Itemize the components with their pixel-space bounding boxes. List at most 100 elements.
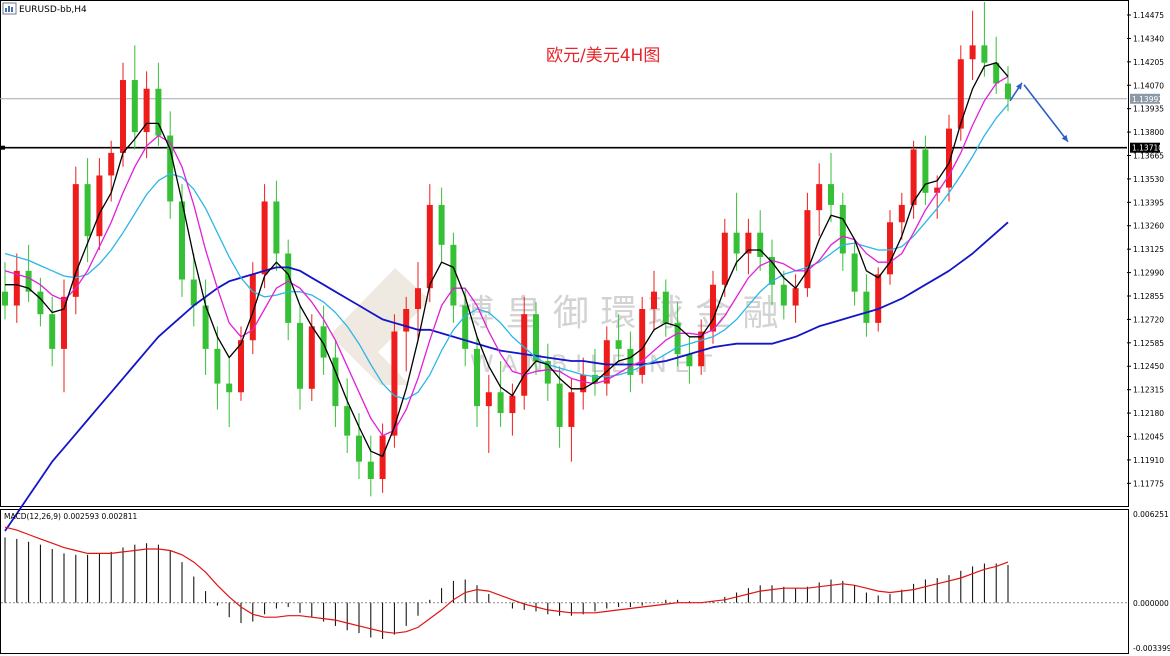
candle-body (910, 149, 917, 205)
support-price-tag (1130, 142, 1160, 153)
candle-body (2, 291, 8, 306)
candle-body (839, 204, 846, 254)
candle-body (698, 331, 705, 367)
y-tick-label: 1.13260 (1133, 222, 1164, 231)
candle-body (780, 284, 787, 306)
candle (568, 378, 575, 462)
candle-body (544, 361, 551, 384)
candle (332, 340, 339, 427)
candle-body (662, 291, 669, 323)
candle-body (509, 395, 516, 414)
candle-body (131, 80, 138, 133)
ma-line-blue (4, 221, 1009, 532)
candle (580, 357, 587, 410)
y-tick-label: 1.13125 (1133, 245, 1164, 254)
candle-body (568, 392, 575, 427)
candle (450, 232, 457, 323)
candle-body (969, 45, 976, 60)
candle-body (13, 270, 20, 306)
y-tick-label: 1.12855 (1133, 292, 1164, 301)
candle (592, 348, 598, 396)
y-tick-label: 1.12990 (1133, 269, 1164, 278)
candle-body (804, 210, 811, 289)
candle-body (391, 331, 398, 436)
candle (356, 413, 362, 479)
candle (839, 192, 846, 271)
candle (485, 374, 492, 453)
candle (497, 361, 504, 427)
candle-body (946, 128, 952, 188)
y-tick-label: 1.13530 (1133, 175, 1164, 184)
y-tick-label: 1.12585 (1133, 339, 1164, 348)
title-bar: EURUSD-bb,H4 (2, 2, 87, 15)
candle (202, 279, 209, 375)
candle (627, 331, 634, 393)
candle (745, 218, 752, 275)
candle (769, 239, 775, 306)
candle-body (155, 88, 162, 136)
candle (887, 210, 893, 285)
candle-body (190, 279, 197, 306)
macd-axis-zero: 0.000000 (1133, 599, 1169, 608)
candle-body (120, 80, 126, 153)
candle-body (202, 305, 209, 349)
candle-body (214, 348, 221, 384)
candle-body (816, 184, 823, 211)
y-tick-label: 1.13665 (1133, 152, 1164, 161)
candle (190, 253, 197, 327)
candle (828, 152, 834, 223)
candle-body (627, 348, 634, 375)
y-tick-label: 1.11910 (1133, 456, 1164, 465)
symbol-title: EURUSD-bb,H4 (19, 5, 87, 15)
candle-body (403, 309, 410, 332)
candle-body (285, 253, 292, 323)
candle-body (308, 326, 315, 389)
forecast-arrow-up-head (1015, 82, 1022, 90)
candle (403, 296, 410, 372)
support-line-handle[interactable] (1, 145, 5, 150)
candle (816, 163, 823, 237)
candle-body (61, 296, 67, 349)
candle-body (745, 232, 752, 254)
candle (969, 10, 976, 81)
candle (639, 296, 646, 384)
candle (344, 378, 351, 453)
candle-body (438, 204, 445, 245)
y-tick-label: 1.13800 (1133, 128, 1164, 137)
y-tick-label: 1.12720 (1133, 315, 1164, 324)
ma-line-magenta (4, 76, 1009, 437)
candle (603, 326, 610, 396)
candle (273, 180, 280, 271)
candle (556, 366, 563, 448)
candle-body (863, 291, 870, 323)
y-tick-label: 1.14205 (1133, 58, 1164, 67)
candle-body (828, 184, 834, 205)
candle (922, 135, 929, 205)
candle (155, 62, 162, 146)
candle (757, 210, 764, 271)
candle-body (792, 288, 799, 306)
candle-body (615, 340, 622, 349)
candle-body (96, 175, 103, 237)
candle-body (179, 201, 185, 280)
candle (2, 262, 8, 320)
y-tick-label: 1.12180 (1133, 409, 1164, 418)
candle (780, 270, 787, 320)
candle (131, 45, 138, 150)
y-tick-label: 1.14340 (1133, 34, 1164, 43)
candle-body (757, 232, 764, 257)
candle (238, 326, 244, 401)
candle-body (143, 88, 150, 133)
chart-headline: 欧元/美元4H图 (546, 46, 660, 66)
main-panel-frame (0, 0, 1129, 507)
candle (946, 114, 952, 202)
macd-signal-line (4, 526, 1009, 634)
candle-body (934, 187, 941, 193)
candle (285, 239, 292, 341)
y-tick-label: 1.13395 (1133, 198, 1164, 207)
forecast-arrow-down-head (1061, 134, 1068, 142)
y-tick-label: 1.12450 (1133, 362, 1164, 371)
candle-body (332, 357, 339, 407)
